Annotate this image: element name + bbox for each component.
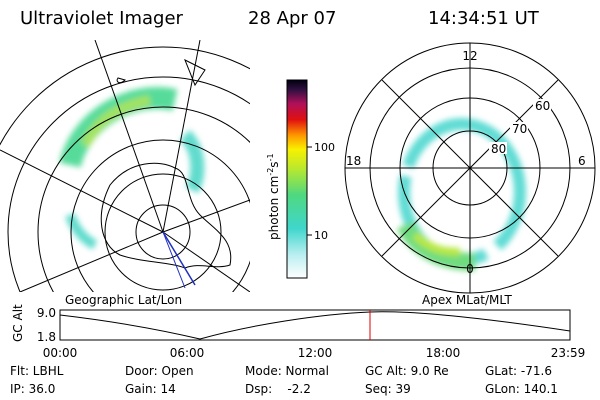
timeline-x-label: 12:00	[298, 346, 333, 360]
right-caption: Apex MLat/MLT	[422, 293, 512, 307]
timeline-axis-label: GC Alt	[11, 304, 25, 342]
mlt-label: 18	[346, 154, 361, 168]
timeline-x-label: 18:00	[426, 346, 461, 360]
timeline-y-label: 9.0	[37, 306, 56, 320]
label-part: photon cm	[267, 176, 281, 240]
date: 28 Apr 07	[248, 8, 336, 29]
colorbar-label: photon cm-2s-1	[266, 153, 281, 240]
mlat-label: 60	[535, 99, 550, 113]
footer-field: GLon: 140.1	[485, 382, 558, 396]
left-caption: Geographic Lat/Lon	[65, 293, 182, 307]
footer-field: Flt: LBHL	[10, 364, 64, 378]
geo-map	[0, 40, 250, 292]
label-part: s	[267, 161, 281, 167]
colorbar	[286, 79, 308, 279]
footer: Flt: LBHL Door: Open Mode: Normal GC Alt: 9…	[10, 364, 558, 396]
timeline-y-label: 1.8	[37, 330, 56, 344]
footer-field: GC Alt: 9.0 Re	[365, 364, 449, 378]
footer-field: Dsp: -2.2	[245, 382, 311, 396]
mlt-label: 12	[462, 49, 477, 63]
altitude-curve	[59, 311, 571, 340]
title: Ultraviolet Imager	[20, 8, 184, 29]
polar-map	[344, 42, 596, 294]
footer-field: Door: Open	[125, 364, 194, 378]
footer-field: Seq: 39	[365, 382, 411, 396]
footer-field: Mode: Normal	[245, 364, 329, 378]
label-part: -1	[266, 153, 275, 161]
colorbar-tick: 100	[314, 141, 335, 154]
timeline-frame	[59, 309, 571, 341]
timeline-x-label: 23:59	[551, 346, 586, 360]
mlt-label: 0	[466, 262, 474, 276]
mlat-label: 80	[491, 142, 506, 156]
mlat-label: 70	[512, 122, 527, 136]
time: 14:34:51 UT	[428, 8, 540, 29]
mlt-label: 6	[578, 154, 586, 168]
footer-field: IP: 36.0	[10, 382, 55, 396]
footer-field: Gain: 14	[125, 382, 176, 396]
timeline-x-label: 00:00	[43, 346, 78, 360]
label-part: -2	[266, 168, 275, 176]
timeline-x-label: 06:00	[170, 346, 205, 360]
footer-field: GLat: -71.6	[485, 364, 552, 378]
colorbar-tick: 10	[314, 229, 328, 242]
